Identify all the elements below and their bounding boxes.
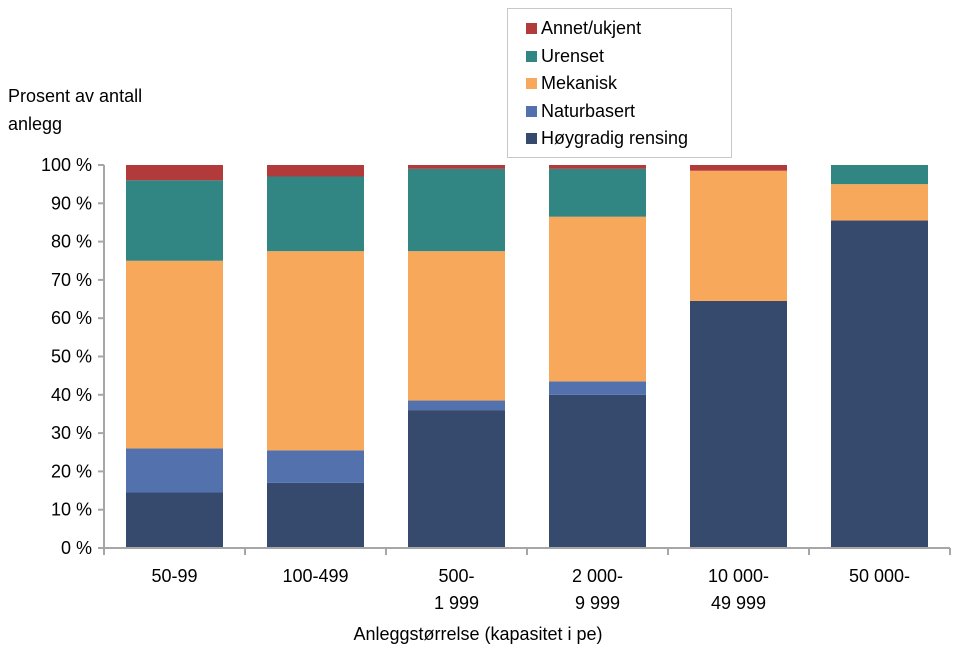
bar-segment	[267, 165, 364, 177]
bar-segment	[408, 251, 505, 401]
bar-segment	[408, 165, 505, 169]
legend-item: Naturbasert	[526, 98, 731, 126]
x-tick-label: 49 999	[711, 593, 766, 613]
y-tick-label: 80 %	[51, 232, 92, 252]
legend-swatch	[526, 78, 537, 90]
x-tick-label: 100-499	[282, 566, 348, 586]
bar-segment	[690, 170, 787, 301]
legend-swatch	[526, 133, 537, 145]
x-tick-label: 50-99	[151, 566, 197, 586]
bar-segment	[549, 381, 646, 395]
bar-segment	[408, 168, 505, 252]
y-tick-label: 20 %	[51, 461, 92, 481]
x-tick-label: 9 999	[575, 593, 620, 613]
y-tick-label: 0 %	[61, 538, 92, 558]
y-tick-label: 40 %	[51, 385, 92, 405]
x-tick-label: 1 999	[434, 593, 479, 613]
x-tick-label: 500-	[438, 566, 474, 586]
legend-label: Høygradig rensing	[541, 128, 689, 149]
bar-segment	[408, 410, 505, 548]
legend-label: Annet/ukjent	[541, 18, 642, 39]
bar-segment	[549, 216, 646, 382]
y-tick-label: 50 %	[51, 347, 92, 367]
bar-segment	[126, 448, 223, 493]
x-tick-label: 2 000-	[572, 566, 623, 586]
bar-segment	[549, 394, 646, 548]
legend-item: Mekanisk	[526, 70, 731, 98]
bar-segment	[549, 168, 646, 217]
y-tick-label: 90 %	[51, 193, 92, 213]
x-tick-label: 50 000-	[849, 566, 910, 586]
bar-segment	[690, 165, 787, 171]
bar-segment	[831, 184, 928, 221]
bar-segment	[267, 482, 364, 548]
y-tick-label: 70 %	[51, 270, 92, 290]
bar-segment	[126, 260, 223, 449]
legend-item: Annet/ukjent	[526, 15, 731, 43]
bar-segment	[126, 165, 223, 181]
y-tick-label: 30 %	[51, 423, 92, 443]
legend-label: Naturbasert	[541, 100, 636, 121]
x-axis-label: Anleggstørrelse (kapasitet i pe)	[353, 624, 603, 644]
bar-segment	[267, 251, 364, 451]
bar-segment	[831, 220, 928, 548]
bar-segment	[408, 400, 505, 411]
y-axis-label: Prosent av antall anlegg	[8, 86, 143, 134]
bar-segment	[267, 176, 364, 252]
legend-item: Høygradig rensing	[526, 125, 731, 153]
bar-segment	[126, 492, 223, 548]
legend-swatch	[526, 105, 537, 117]
legend-swatch	[526, 23, 537, 35]
legend-swatch	[526, 50, 537, 62]
legend: Annet/ukjent Urenset Mekanisk Naturbasert Hø…	[507, 8, 732, 158]
legend-label: Mekanisk	[541, 73, 618, 94]
y-tick-label: 100 %	[41, 155, 92, 175]
bar-segment	[690, 300, 787, 548]
x-tick-label: 10 000-	[708, 566, 769, 586]
y-tick-label: 10 %	[51, 500, 92, 520]
bar-segment	[549, 165, 646, 169]
bar-segment	[831, 165, 928, 185]
y-tick-label: 60 %	[51, 308, 92, 328]
legend-item: Urenset	[526, 43, 731, 71]
bar-segment	[267, 450, 364, 483]
bar-segment	[126, 180, 223, 261]
legend-label: Urenset	[541, 45, 605, 66]
